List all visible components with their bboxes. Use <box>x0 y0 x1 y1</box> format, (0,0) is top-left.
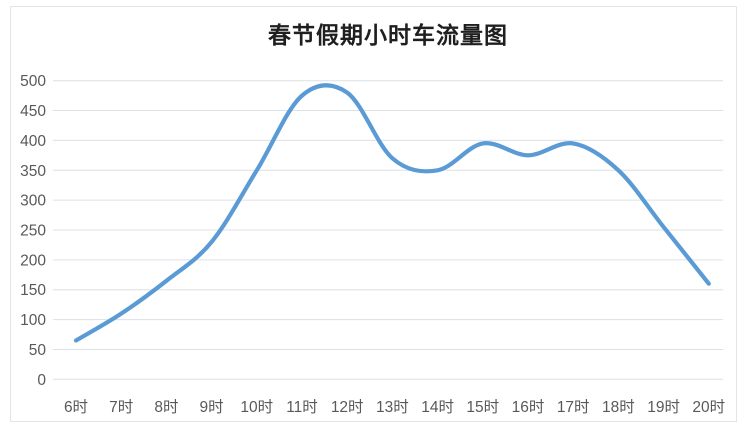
x-axis-tick-label: 13时 <box>376 398 409 416</box>
x-axis-tick-label: 14时 <box>421 398 454 416</box>
chart-title: 春节假期小时车流量图 <box>268 22 508 48</box>
x-axis-tick-label: 17时 <box>557 398 590 416</box>
x-axis-tick-label: 16时 <box>512 398 545 416</box>
x-axis-tick-label: 6时 <box>64 398 88 416</box>
x-axis-tick-label: 20时 <box>692 398 725 416</box>
y-axis-tick-label: 0 <box>37 372 46 389</box>
traffic-flow-line-series <box>73 83 711 343</box>
y-axis-tick-label: 300 <box>20 193 46 210</box>
y-axis-tick-label: 150 <box>20 282 46 299</box>
x-axis-tick-label: 9时 <box>200 398 224 416</box>
y-axis-tick-label: 450 <box>20 103 46 120</box>
y-axis-tick-label: 250 <box>20 223 46 240</box>
x-axis-tick-label: 7时 <box>109 398 133 416</box>
y-axis-tick-label: 100 <box>20 312 46 329</box>
x-axis-tick-label: 10时 <box>240 398 273 416</box>
y-axis-tick-label: 350 <box>20 163 46 180</box>
x-axis-tick-label: 19时 <box>647 398 680 416</box>
x-axis-tick-label: 8时 <box>154 398 178 416</box>
y-axis-tick-label: 50 <box>29 342 47 359</box>
x-axis-tick-label: 12时 <box>331 398 364 416</box>
chart-border-frame <box>10 6 737 422</box>
x-axis-tick-label: 18时 <box>602 398 635 416</box>
y-axis-tick-label: 500 <box>20 73 46 90</box>
y-axis-tick-label: 400 <box>20 133 46 150</box>
x-axis-tick-label: 15时 <box>466 398 499 416</box>
y-axis-tick-label: 200 <box>20 252 46 269</box>
x-axis-tick-label: 11时 <box>286 398 318 416</box>
